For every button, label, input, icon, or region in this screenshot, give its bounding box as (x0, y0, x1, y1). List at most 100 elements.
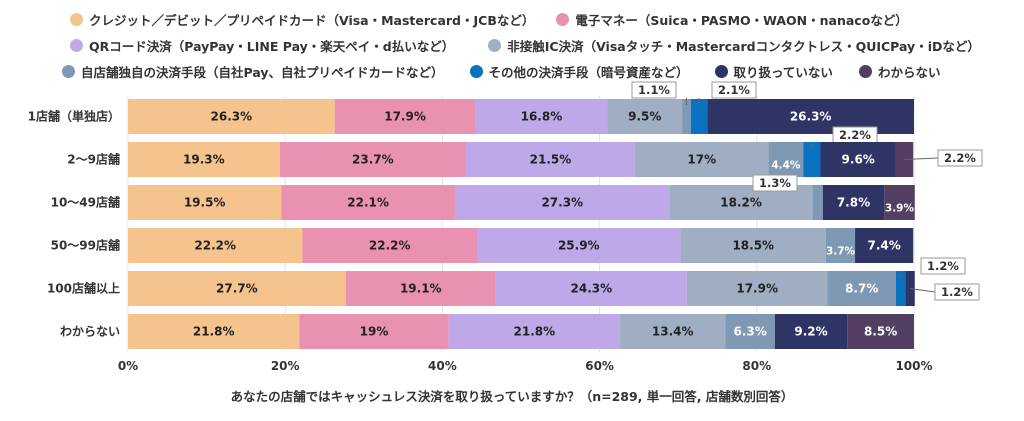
bar-segment (302, 228, 477, 263)
data-label: 1.2% (941, 285, 973, 299)
callout-box (752, 174, 798, 192)
bar-segment (827, 271, 896, 306)
legend-item: 電子マネー（Suica・PASMO・WAON・nanacoなど） (556, 10, 908, 29)
legend-label: QRコード決済（PayPay・LINE Pay・楽天ペイ・d払いなど） (89, 39, 455, 54)
data-label: 7.4% (867, 239, 900, 253)
legend-swatch-icon (714, 65, 728, 78)
data-label: 8.7% (845, 282, 878, 296)
legend-row-3: 自店舗独自の決済手段（自社Pay、自社プリペイドカードなど） その他の決済手段（暗… (62, 62, 940, 81)
bar-segment (299, 314, 449, 349)
bar-segment (128, 271, 346, 306)
legend-label: その他の決済手段（暗号資産など） (488, 65, 689, 80)
callout-box (920, 257, 966, 275)
x-tick-label: 100% (895, 359, 932, 373)
x-tick-label: 40% (428, 359, 457, 373)
bar-segment (768, 142, 804, 177)
data-label: 2.2% (944, 151, 976, 165)
data-label: 25.9% (558, 239, 600, 253)
data-label: 19.5% (184, 196, 226, 210)
data-label: 7.8% (837, 196, 870, 210)
bar-segment (707, 99, 914, 134)
data-label: 22.2% (369, 239, 411, 253)
legend-item: QRコード決済（PayPay・LINE Pay・楽天ペイ・d払いなど） (70, 36, 454, 55)
data-label: 6.3% (733, 325, 766, 339)
data-label: 2.1% (718, 83, 750, 97)
bar-segment (345, 271, 496, 306)
bar-segment (820, 142, 896, 177)
data-label: 19% (360, 325, 389, 339)
data-label: 27.3% (541, 196, 583, 210)
data-label: 16.8% (521, 110, 563, 124)
data-label: 19.1% (400, 282, 442, 296)
x-tick-label: 80% (742, 359, 771, 373)
data-label: 21.5% (530, 153, 572, 167)
callout-box (937, 149, 983, 167)
data-label: 3.9% (885, 203, 915, 215)
bar-segment (725, 314, 775, 349)
callout-line (904, 157, 939, 160)
data-label: 21.8% (514, 325, 556, 339)
data-label: 17.9% (384, 110, 426, 124)
legend-label: クレジット／デビット／プリペイドカード（Visa・Mastercard・JCBな… (89, 13, 535, 28)
legend-swatch-icon (62, 65, 75, 78)
legend-label: わからない (877, 65, 941, 80)
callout-box (934, 283, 980, 301)
legend-label: 電子マネー（Suica・PASMO・WAON・nanacoなど） (575, 13, 908, 28)
data-label: 22.1% (347, 196, 389, 210)
bar-segment (128, 185, 282, 220)
chart-title: あなたの店舗ではキャッシュレス決済を取り扱っていますか？（n=289, 単一回答… (230, 389, 794, 404)
bar-segment (128, 142, 280, 177)
data-label: 8.5% (864, 325, 897, 339)
legend-swatch-icon (70, 13, 83, 26)
category-label: わからない (60, 325, 120, 339)
bar-segment (634, 142, 769, 177)
x-tick-label: 20% (271, 359, 300, 373)
data-label: 26.3% (211, 110, 253, 124)
bar-segment (454, 185, 670, 220)
bar-segment (822, 185, 885, 220)
data-label: 27.7% (216, 282, 258, 296)
legend-swatch-icon (469, 65, 483, 78)
bar-segment (825, 228, 856, 263)
bar-segment (128, 228, 303, 263)
data-label: 17.9% (736, 282, 778, 296)
bar-segment (495, 271, 687, 306)
data-label: 1.2% (927, 259, 959, 273)
legend-item: その他の決済手段（暗号資産など） (469, 62, 689, 81)
legend-label: 自店舗独自の決済手段（自社Pay、自社プリペイドカードなど） (81, 65, 444, 80)
category-label: 10〜49店舗 (51, 195, 120, 210)
bar-segment (334, 99, 476, 134)
callout-box (711, 81, 757, 99)
bar-segment (448, 314, 621, 349)
data-label: 1.3% (759, 176, 791, 190)
bar-segment (803, 142, 821, 177)
callout-box (631, 81, 677, 99)
data-label: 9.5% (628, 110, 661, 124)
legend-swatch-icon (70, 39, 83, 52)
bar-segment (812, 185, 823, 220)
legend-swatch-icon (556, 13, 570, 26)
bar-segment (128, 99, 335, 134)
x-tick-label: 0% (118, 359, 138, 373)
data-label: 4.4% (771, 160, 801, 172)
callout-line (910, 288, 936, 293)
bar-segment (476, 228, 681, 263)
bar-segment (279, 142, 466, 177)
data-label: 1.1% (638, 83, 670, 97)
bar-segment (855, 228, 914, 263)
data-label: 23.7% (352, 153, 394, 167)
data-label: 24.3% (571, 282, 613, 296)
bar-segment (895, 271, 906, 306)
bar-segment (680, 228, 826, 263)
bar-segment (465, 142, 635, 177)
bar-segment (620, 314, 726, 349)
legend-swatch-icon (858, 65, 872, 78)
bar-segment (774, 314, 848, 349)
bar-segment (682, 99, 691, 134)
data-label: 9.2% (794, 325, 827, 339)
bar-segment (607, 99, 683, 134)
data-label: 26.3% (790, 110, 832, 124)
bar-segment (884, 185, 915, 220)
